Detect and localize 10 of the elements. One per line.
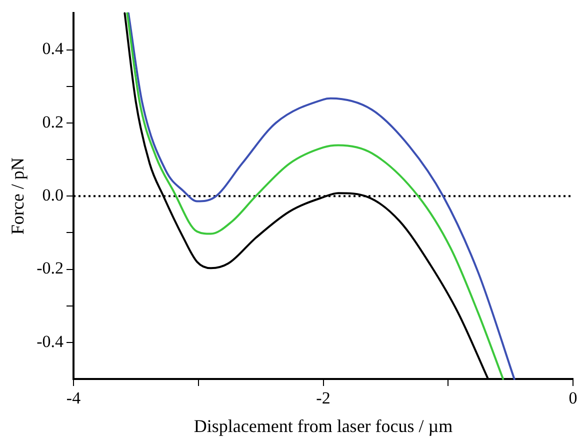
x-tick-label: 0	[568, 388, 578, 408]
y-axis-title: Force / pN	[8, 158, 28, 235]
x-tick-label: -2	[316, 388, 330, 408]
y-tick-label: 0.4	[42, 39, 64, 58]
y-tick-label: -0.2	[36, 258, 64, 278]
x-tick-label: -4	[66, 388, 82, 408]
y-tick-label: 0.0	[42, 186, 64, 205]
y-tick-label: 0.2	[42, 112, 64, 132]
y-tick-label: -0.4	[36, 332, 64, 351]
x-axis-title: Displacement from laser focus / µm	[194, 416, 453, 436]
